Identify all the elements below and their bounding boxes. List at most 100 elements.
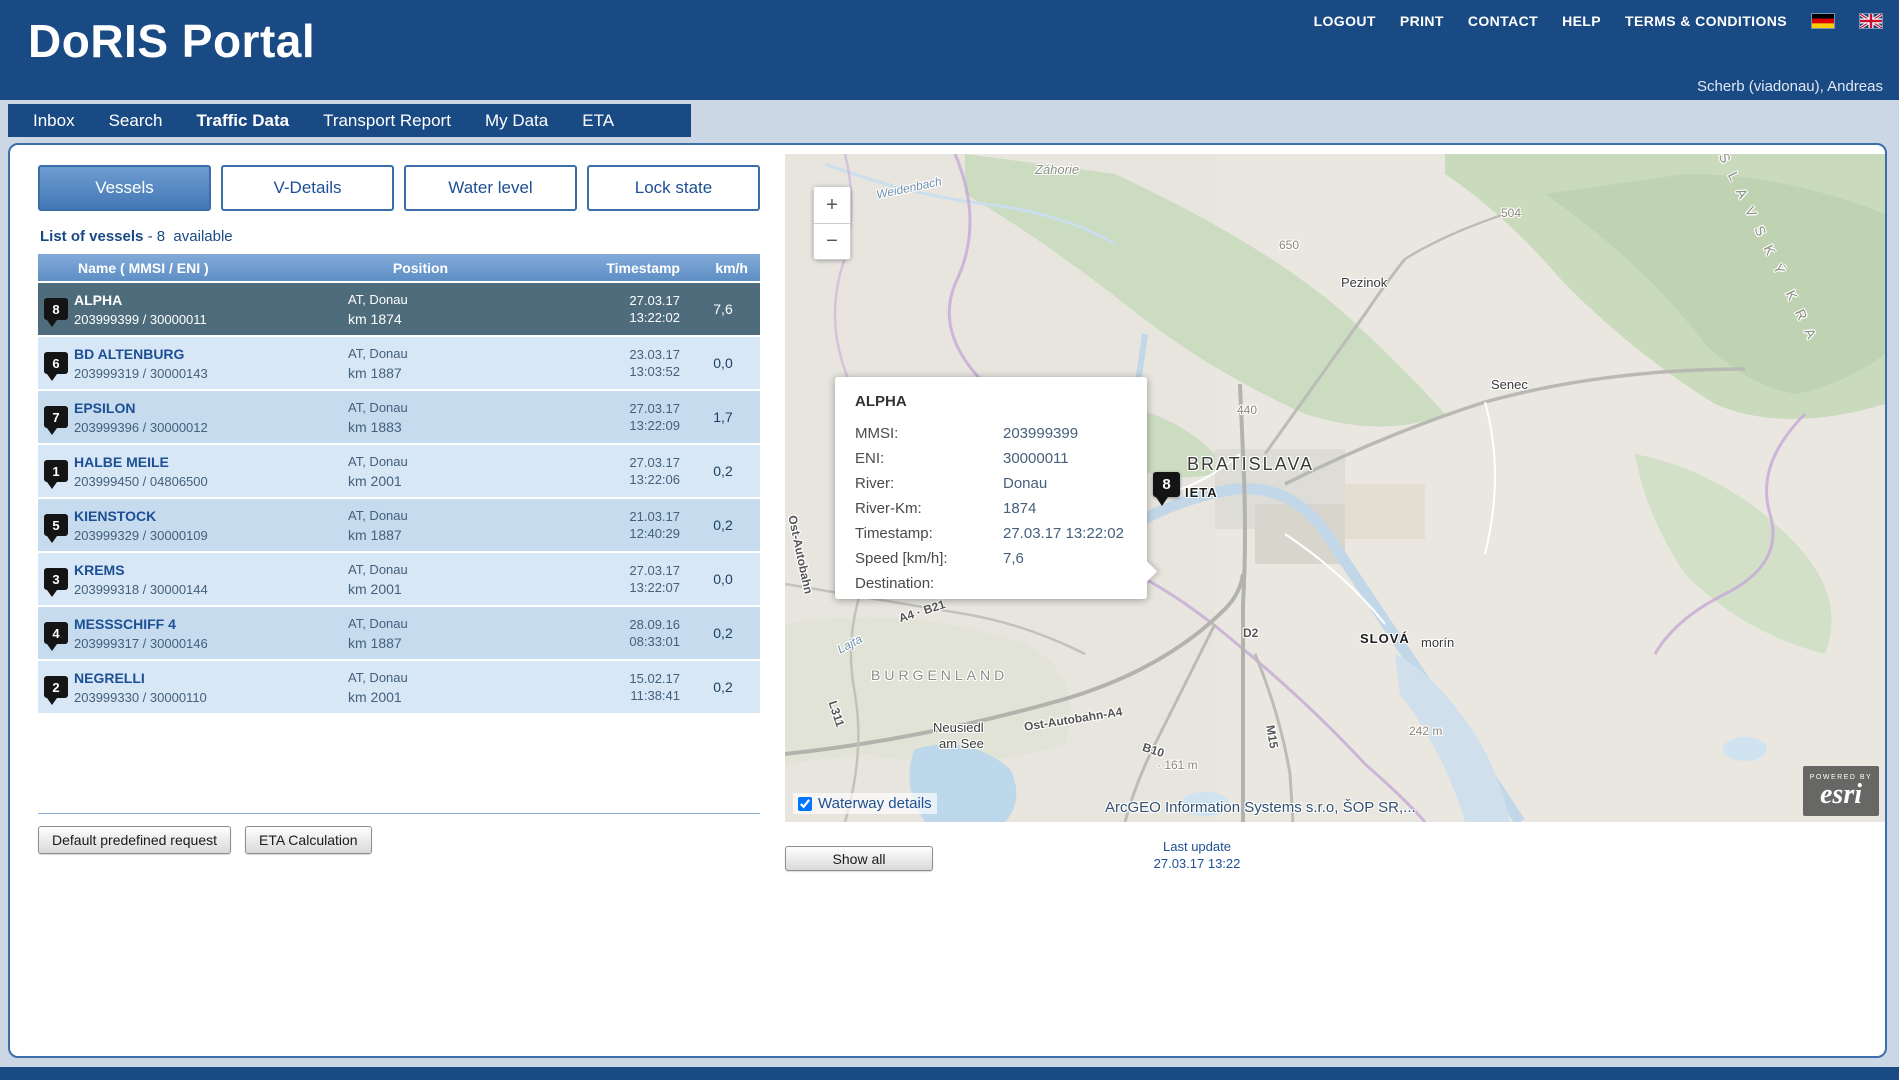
vessel-ids: 203999329 / 30000109	[74, 527, 208, 543]
map-vessel-marker-pin: 8	[1153, 472, 1180, 506]
vessel-marker-cell: 8	[38, 298, 74, 327]
nav-item[interactable]: Search	[108, 110, 163, 130]
vessel-date: 15.02.17	[629, 671, 680, 686]
vessel-marker-cell: 1	[38, 460, 74, 489]
vessel-position-cell: AT, Donau km 1874	[338, 292, 503, 327]
vessel-position-km: km 2001	[348, 580, 402, 597]
header-link[interactable]: CONTACT	[1467, 13, 1539, 29]
nav-item[interactable]: Transport Report	[323, 110, 451, 130]
vessel-speed: 0,2	[713, 517, 733, 533]
vessel-position-river: AT, Donau	[348, 453, 408, 469]
column-name: Name ( MMSI / ENI )	[78, 259, 209, 276]
vessel-date: 27.03.17	[629, 293, 680, 308]
waterway-details-checkbox[interactable]	[798, 796, 812, 811]
vessel-marker-cell: 4	[38, 622, 74, 651]
header-link[interactable]: TERMS & CONDITIONS	[1625, 13, 1787, 29]
vessel-name-cell: KIENSTOCK 203999329 / 30000109	[74, 508, 338, 543]
zoom-out-button[interactable]: −	[813, 223, 851, 260]
header-link[interactable]: PRINT	[1399, 13, 1444, 29]
vessel-timestamp-cell: 27.03.17 13:22:09	[503, 400, 688, 434]
vessel-name: EPSILON	[74, 399, 136, 416]
vessel-position-km: km 1874	[348, 310, 402, 327]
german-flag-icon[interactable]	[1811, 13, 1835, 29]
default-request-button[interactable]: Default predefined request	[38, 826, 231, 854]
vessel-speed: 0,0	[713, 355, 733, 371]
column-position: Position	[392, 259, 449, 276]
tab[interactable]: Vessels	[38, 165, 211, 211]
tab[interactable]: V-Details	[221, 165, 394, 211]
header: DoRIS Portal LOGOUT PRINT CONTACT HELP TERMS…	[0, 0, 1899, 100]
popup-field: Destination:	[855, 571, 1127, 596]
waterway-details-toggle[interactable]: Waterway details	[793, 793, 937, 814]
vessel-panel: Vessels V-Details Water level Lock state Li…	[38, 165, 760, 1040]
nav-item[interactable]: Inbox	[33, 110, 75, 130]
vessel-ids: 203999399 / 30000011	[74, 311, 207, 327]
nav-item[interactable]: Traffic Data	[196, 110, 290, 130]
popup-field: River-Km: 1874	[855, 496, 1127, 521]
map-vessel-marker[interactable]: 8	[1153, 472, 1180, 506]
vessel-time: 13:03:52	[629, 364, 680, 379]
nav-item[interactable]: ETA	[582, 110, 615, 130]
vessel-row[interactable]: 1 HALBE MEILE 203999450 / 04806500 AT, D…	[38, 445, 760, 497]
uk-flag-icon[interactable]	[1859, 13, 1883, 29]
table-header: Name ( MMSI / ENI ) Position Timestamp k…	[38, 254, 760, 281]
vessel-count: 8	[156, 228, 166, 245]
vessel-name-cell: EPSILON 203999396 / 30000012	[74, 400, 338, 435]
nav-items: Inbox Search Traffic Data Transport Report M…	[16, 111, 631, 131]
vessel-ids: 203999396 / 30000012	[74, 419, 208, 435]
tab[interactable]: Water level	[404, 165, 577, 211]
show-all-button[interactable]: Show all	[785, 846, 933, 871]
popup-field: Speed [km/h]: 7,6	[855, 546, 1127, 571]
eta-calculation-button[interactable]: ETA Calculation	[245, 826, 372, 854]
header-link[interactable]: LOGOUT	[1313, 13, 1376, 29]
vessel-position-km: km 1883	[348, 418, 402, 435]
map[interactable]: Záhorie Weidenbach 650 504 Pezinok S L A V S …	[785, 154, 1885, 822]
vessel-date: 27.03.17	[629, 401, 680, 416]
popup-field: River: Donau	[855, 471, 1127, 496]
popup-field-label: River:	[855, 475, 895, 492]
vessel-time: 13:22:07	[629, 580, 680, 595]
map-panel: Záhorie Weidenbach 650 504 Pezinok S L A V S …	[785, 154, 1885, 890]
vessel-marker-cell: 5	[38, 514, 74, 543]
map-footer: Show all Last update 27.03.17 13:22	[785, 839, 1885, 890]
vessel-row[interactable]: 6 BD ALTENBURG 203999319 / 30000143 AT, …	[38, 337, 760, 389]
zoom-in-button[interactable]: +	[813, 186, 851, 223]
vessel-marker-cell: 6	[38, 352, 74, 381]
vessel-row[interactable]: 8 ALPHA 203999399 / 30000011 AT, Donau k…	[38, 283, 760, 335]
esri-powered-by-text: POWERED BY	[1809, 773, 1873, 781]
popup-field-label: Destination:	[855, 575, 935, 592]
vessel-row[interactable]: 4 MESSSCHIFF 4 203999317 / 30000146 AT, …	[38, 607, 760, 659]
vessel-row[interactable]: 3 KREMS 203999318 / 30000144 AT, Donau k…	[38, 553, 760, 605]
vessel-row[interactable]: 7 EPSILON 203999396 / 30000012 AT, Donau…	[38, 391, 760, 443]
popup-field-value: 7,6	[1003, 550, 1024, 567]
vessel-name: NEGRELLI	[74, 669, 145, 686]
map-label: IETA	[1185, 485, 1218, 500]
logged-in-user: Scherb (viadonau), Andreas	[1697, 78, 1883, 95]
view-tabs: Vessels V-Details Water level Lock state	[38, 165, 760, 211]
header-link[interactable]: HELP	[1562, 13, 1602, 29]
header-links: LOGOUT PRINT CONTACT HELP TERMS & CONDITIONS	[1314, 13, 1787, 29]
vessel-position-cell: AT, Donau km 1887	[338, 508, 503, 543]
tab[interactable]: Lock state	[587, 165, 760, 211]
vessel-time: 13:22:02	[629, 310, 680, 325]
vessel-table: 8 ALPHA 203999399 / 30000011 AT, Donau k…	[38, 283, 760, 713]
vessel-marker-cell: 2	[38, 676, 74, 705]
popup-field-value: 203999399	[1003, 425, 1079, 442]
vessel-position-river: AT, Donau	[348, 291, 408, 307]
nav-item[interactable]: My Data	[484, 110, 549, 130]
vessel-row[interactable]: 2 NEGRELLI 203999330 / 30000110 AT, Dona…	[38, 661, 760, 713]
popup-field-label: ENI:	[855, 450, 885, 467]
vessel-position-cell: AT, Donau km 1883	[338, 400, 503, 435]
last-update-value: 27.03.17 13:22	[1153, 856, 1241, 871]
vessel-timestamp-cell: 23.03.17 13:03:52	[503, 346, 688, 380]
vessel-row[interactable]: 5 KIENSTOCK 203999329 / 30000109 AT, Don…	[38, 499, 760, 551]
vessel-popup: ALPHA MMSI: 203999399 ENI: 30000011	[835, 377, 1158, 599]
map-label: BRATISLAVA	[1187, 454, 1315, 474]
vessel-position-cell: AT, Donau km 1887	[338, 346, 503, 381]
popup-field-label: River-Km:	[855, 500, 922, 517]
vessel-name: BD ALTENBURG	[74, 345, 185, 362]
vessel-date: 23.03.17	[629, 347, 680, 362]
popup-field: Timestamp: 27.03.17 13:22:02	[855, 521, 1127, 546]
vessel-marker-pin: 3	[44, 568, 68, 597]
popup-field-value: 27.03.17 13:22:02	[1003, 525, 1124, 542]
